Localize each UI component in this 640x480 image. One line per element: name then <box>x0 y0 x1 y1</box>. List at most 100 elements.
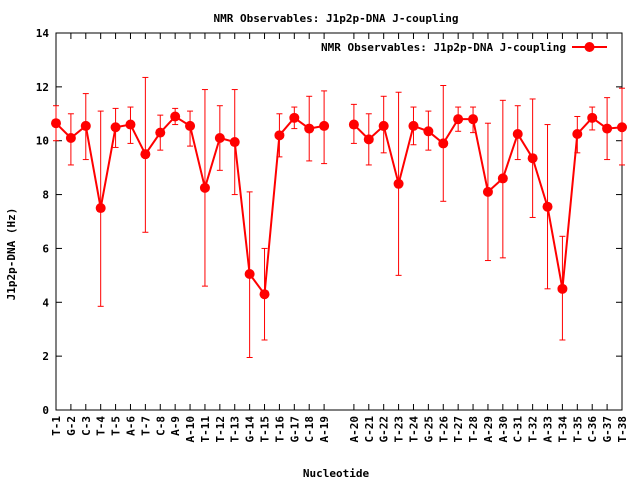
y-tick-label: 10 <box>36 135 49 148</box>
data-point <box>244 269 255 280</box>
data-point <box>542 201 553 212</box>
data-point <box>289 112 300 123</box>
x-tick-label: T-7 <box>139 416 152 436</box>
x-tick-label: T-38 <box>616 416 629 443</box>
x-tick-label-group: G-17 <box>288 416 301 443</box>
svg-text:J1p2p-DNA (Hz): J1p2p-DNA (Hz) <box>5 208 18 301</box>
legend-marker <box>584 42 595 52</box>
x-tick-label: C-3 <box>80 416 93 436</box>
data-point <box>468 114 479 125</box>
data-point <box>363 134 374 145</box>
y-tick-label: 12 <box>36 81 49 94</box>
x-tick-label-group: A-33 <box>542 416 555 443</box>
x-tick-label-group: A-9 <box>169 416 182 436</box>
data-point <box>587 112 598 123</box>
x-tick-label-group: A-19 <box>318 416 331 443</box>
x-tick-label: G-25 <box>422 416 435 443</box>
data-point <box>259 289 270 300</box>
y-tick-label: 8 <box>42 189 49 202</box>
x-tick-label-group: T-34 <box>556 416 569 443</box>
x-tick-label-group: T-23 <box>393 416 406 443</box>
data-point <box>51 118 61 129</box>
x-tick-label: T-5 <box>110 416 123 436</box>
x-tick-label: C-18 <box>303 416 316 443</box>
data-point <box>214 133 225 144</box>
x-tick-label-group: T-35 <box>571 416 584 443</box>
data-point <box>438 138 449 149</box>
data-point <box>408 120 419 131</box>
x-tick-label: G-37 <box>601 416 614 443</box>
y-tick-label: 6 <box>42 242 49 255</box>
data-point <box>155 127 166 138</box>
x-tick-label: T-35 <box>571 416 584 443</box>
x-tick-label-group: A-10 <box>184 416 197 443</box>
x-tick-label-group: C-3 <box>80 416 93 436</box>
data-point <box>497 173 508 184</box>
x-tick-label-group: T-7 <box>139 416 152 436</box>
x-tick-label: A-20 <box>348 416 361 443</box>
data-point <box>423 126 434 137</box>
x-tick-label: T-26 <box>437 416 450 443</box>
data-point <box>125 119 136 130</box>
data-point <box>65 133 76 144</box>
data-point <box>378 120 389 131</box>
x-tick-label-group: T-1 <box>50 416 63 436</box>
x-tick-label: A-30 <box>497 416 510 443</box>
data-point <box>95 203 106 214</box>
x-tick-label: C-8 <box>154 416 167 436</box>
x-tick-label: A-10 <box>184 416 197 443</box>
x-tick-label-group: T-4 <box>95 416 108 436</box>
data-point <box>527 153 538 164</box>
x-tick-label-group: T-16 <box>273 416 286 443</box>
x-tick-label: T-12 <box>214 416 227 443</box>
x-tick-label: T-28 <box>467 416 480 443</box>
data-point <box>602 123 613 134</box>
x-tick-label: T-1 <box>50 416 63 436</box>
data-point <box>348 119 359 130</box>
x-tick-label-group: G-22 <box>378 416 391 443</box>
x-tick-label: T-13 <box>229 416 242 443</box>
x-tick-label-group: G-37 <box>601 416 614 443</box>
x-tick-label: A-19 <box>318 416 331 443</box>
data-point <box>229 137 240 148</box>
data-point <box>274 130 285 141</box>
x-tick-label: A-33 <box>542 416 555 443</box>
x-tick-label: C-36 <box>586 416 599 443</box>
x-tick-label-group: T-24 <box>407 416 420 443</box>
x-tick-label: A-9 <box>169 416 182 436</box>
data-point <box>557 283 568 294</box>
x-tick-label-group: A-29 <box>482 416 495 443</box>
y-tick-label: 0 <box>42 404 49 417</box>
x-tick-label-group: C-18 <box>303 416 316 443</box>
data-point <box>482 186 493 197</box>
data-point <box>170 111 181 122</box>
data-point <box>572 128 583 139</box>
data-point <box>199 182 210 193</box>
series-lines <box>55 115 623 297</box>
x-tick-label-group: C-21 <box>363 416 376 443</box>
data-point <box>393 178 404 189</box>
x-tick-label-group: C-36 <box>586 416 599 443</box>
y-tick-label: 2 <box>42 350 49 363</box>
legend: NMR Observables: J1p2p-DNA J-coupling <box>321 41 607 54</box>
x-tick-label: T-32 <box>527 416 540 443</box>
data-point <box>453 114 464 125</box>
x-tick-label: T-27 <box>452 416 465 443</box>
x-tick-label-group: T-27 <box>452 416 465 443</box>
axes <box>55 32 623 411</box>
x-tick-label: T-16 <box>273 416 286 443</box>
data-point <box>80 120 91 131</box>
x-tick-label-group: A-20 <box>348 416 361 443</box>
x-tick-label: T-24 <box>407 416 420 443</box>
y-tick-label: 14 <box>36 27 50 40</box>
x-tick-label-group: G-14 <box>244 416 257 443</box>
x-tick-label-group: A-30 <box>497 416 510 443</box>
x-axis-title: Nucleotide <box>303 467 370 480</box>
chart-title: NMR Observables: J1p2p-DNA J-coupling <box>213 12 458 25</box>
x-tick-label: G-22 <box>378 416 391 443</box>
x-tick-label: T-23 <box>393 416 406 443</box>
series-points <box>51 111 627 300</box>
x-tick-label: G-17 <box>288 416 301 443</box>
x-tick-label: C-21 <box>363 416 376 443</box>
